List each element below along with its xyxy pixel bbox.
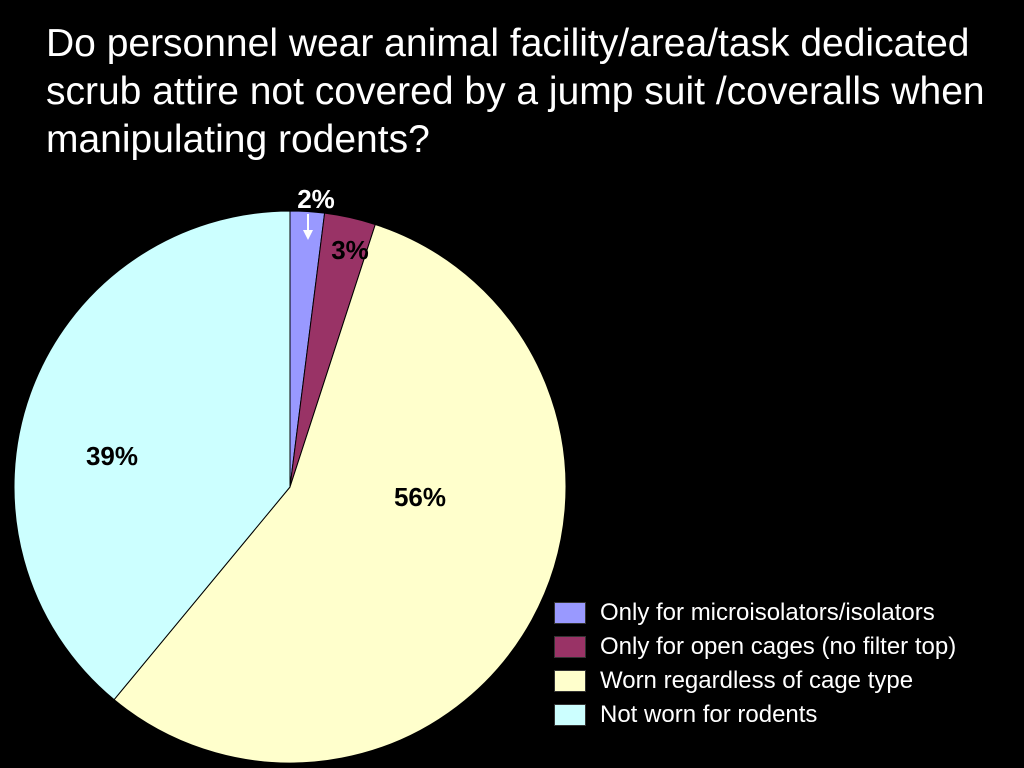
legend-swatch <box>554 704 586 726</box>
legend-item: Worn regardless of cage type <box>554 664 956 698</box>
slice-label: 3% <box>331 235 369 265</box>
legend-label: Not worn for rodents <box>600 701 818 728</box>
labels-group: 2% 3% 56% 39% <box>86 184 446 512</box>
pie-slice <box>13 210 291 701</box>
slice-label: 56% <box>394 482 446 512</box>
legend-item: Only for microisolators/isolators <box>554 596 956 630</box>
legend-label: Only for microisolators/isolators <box>600 599 935 626</box>
slice-label: 2% <box>297 184 335 214</box>
legend: Only for microisolators/isolators Only f… <box>554 596 956 732</box>
pie-slice <box>113 223 567 764</box>
slices-group <box>13 210 567 764</box>
legend-swatch <box>554 636 586 658</box>
legend-item: Not worn for rodents <box>554 698 956 732</box>
legend-label: Only for open cages (no filter top) <box>600 633 957 660</box>
chart-title: Do personnel wear animal facility/area/t… <box>46 22 985 161</box>
legend-swatch <box>554 670 586 692</box>
slice-label: 39% <box>86 441 138 471</box>
legend-swatch <box>554 602 586 624</box>
callout-arrow-head <box>303 230 313 240</box>
legend-item: Only for open cages (no filter top) <box>554 630 956 664</box>
legend-label: Worn regardless of cage type <box>600 667 914 694</box>
